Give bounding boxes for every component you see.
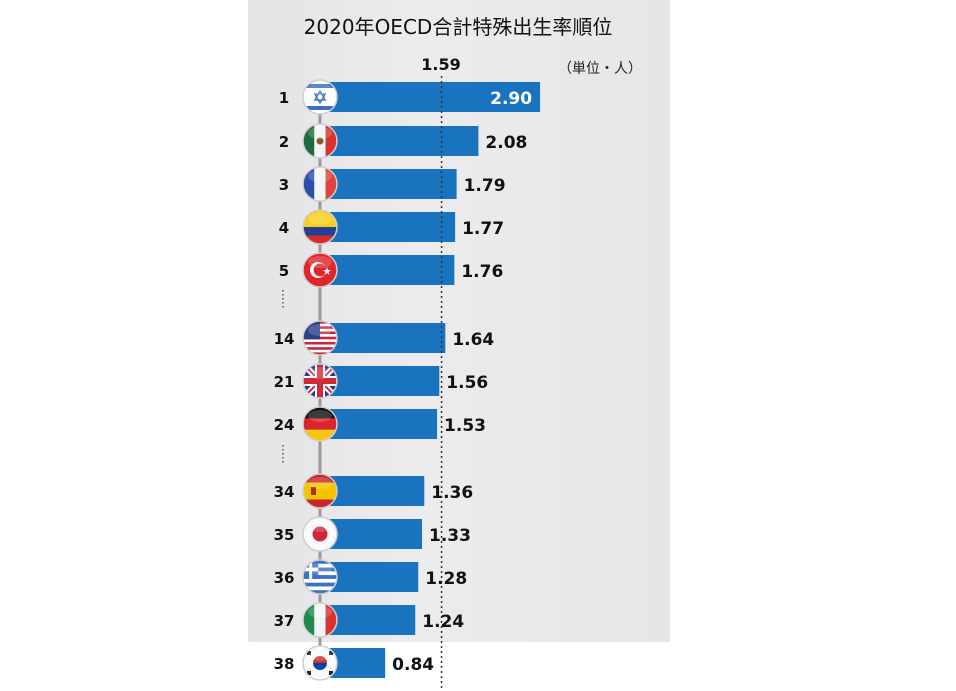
flag-border [302, 123, 338, 159]
flag-gloss [308, 563, 332, 575]
value-label: 1.33 [429, 526, 471, 546]
bar [322, 126, 479, 156]
bar [322, 82, 541, 112]
rank-label: 36 [274, 569, 295, 587]
bar [322, 562, 419, 592]
rank-label: 34 [274, 483, 295, 501]
value-label: 1.77 [462, 219, 504, 239]
flag-mexico-icon [303, 124, 337, 158]
flag-border [302, 406, 338, 442]
value-label: 2.08 [485, 133, 527, 153]
flag-gloss [308, 170, 332, 182]
flag-border [302, 559, 338, 595]
rank-label: 21 [274, 373, 295, 391]
value-label: 0.84 [392, 655, 434, 675]
bar [322, 255, 455, 285]
rank-label: 3 [279, 176, 289, 194]
flag-gloss [308, 83, 332, 95]
bar [322, 212, 456, 242]
flag-border [302, 320, 338, 356]
rank-label: 4 [279, 219, 289, 237]
value-label: 2.90 [490, 89, 532, 109]
reference-line-label: 1.59 [421, 55, 460, 74]
rank-label: 24 [274, 416, 295, 434]
flag-border [302, 209, 338, 245]
value-label: 1.53 [444, 416, 486, 436]
unit-label: （単位・人） [558, 61, 642, 77]
flag-korea-icon [303, 646, 337, 680]
value-label: 1.79 [464, 176, 506, 196]
flag-border [302, 473, 338, 509]
bar [322, 169, 457, 199]
flag-border [302, 516, 338, 552]
flag-gloss [308, 367, 332, 379]
flag-gloss [308, 324, 332, 336]
bar [322, 476, 425, 506]
flag-turkey-icon [303, 253, 337, 287]
value-label: 1.24 [422, 612, 464, 632]
flag-gloss [308, 606, 332, 618]
value-label: 1.56 [446, 373, 488, 393]
bar [322, 519, 423, 549]
value-label: 1.36 [431, 483, 473, 503]
value-label: 1.28 [425, 569, 467, 589]
flag-gloss [308, 520, 332, 532]
flag-gloss [308, 477, 332, 489]
rank-label: 35 [274, 526, 295, 544]
bar [322, 409, 438, 439]
flag-border [302, 166, 338, 202]
flag-germany-icon [303, 407, 337, 441]
flag-japan-icon [303, 517, 337, 551]
flag-greece-icon [303, 560, 337, 594]
flag-israel-icon [303, 80, 337, 114]
flag-border [302, 252, 338, 288]
flag-gloss [308, 256, 332, 268]
value-label: 1.64 [452, 330, 494, 350]
flag-usa-icon [303, 321, 337, 355]
flag-gloss [308, 127, 332, 139]
flag-gloss [308, 213, 332, 225]
bar [322, 323, 446, 353]
flag-border [302, 79, 338, 115]
flag-gloss [308, 649, 332, 661]
rank-label: 5 [279, 262, 289, 280]
rank-label: 14 [274, 330, 295, 348]
flag-spain-icon [303, 474, 337, 508]
flag-uk-icon [303, 364, 337, 398]
flag-border [302, 363, 338, 399]
value-label: 1.76 [461, 262, 503, 282]
bar [322, 366, 440, 396]
rank-label: 2 [279, 133, 289, 151]
rank-label: 37 [274, 612, 295, 630]
flag-italy-icon [303, 603, 337, 637]
flag-gloss [308, 410, 332, 422]
flag-border [302, 645, 338, 681]
flag-france-icon [303, 167, 337, 201]
flag-border [302, 602, 338, 638]
rank-label: 38 [274, 655, 295, 673]
rank-label: 1 [279, 89, 289, 107]
flag-colombia-icon [303, 210, 337, 244]
chart-title: 2020年OECD合計特殊出生率順位 [304, 15, 613, 39]
